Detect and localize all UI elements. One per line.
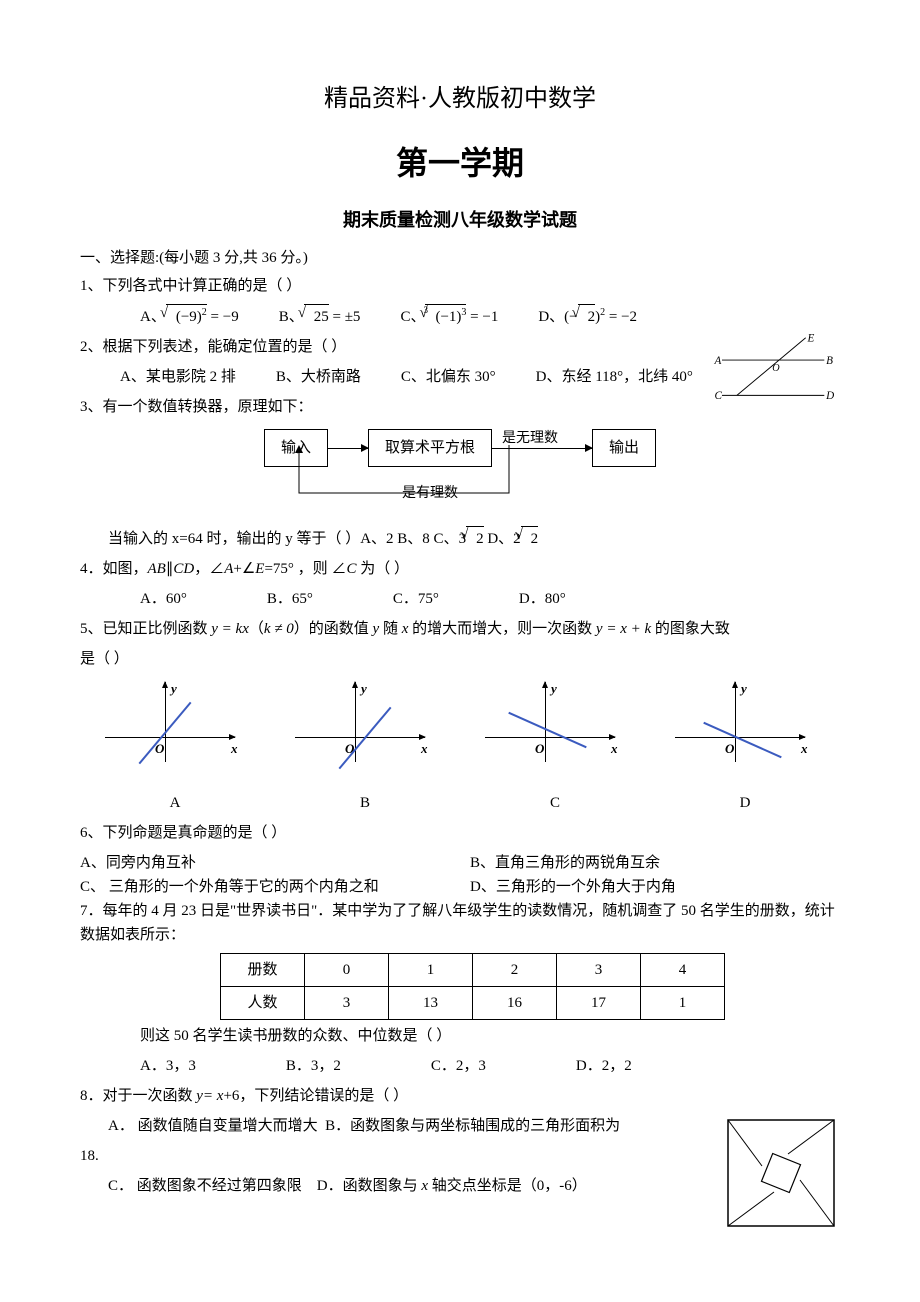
table-row: 人数 3 13 16 17 1 bbox=[221, 986, 725, 1019]
table-row: 册数 0 1 2 3 4 bbox=[221, 953, 725, 986]
q1-options: A、(−9)2 = −9 B、25 = ±5 C、3(−1)3 = −1 D、(… bbox=[80, 304, 840, 329]
q8-A: A． 函数值随自变量增大而增大 bbox=[108, 1118, 318, 1134]
q6-C: C、 三角形的一个外角等于它的两个内角之和 bbox=[80, 875, 470, 899]
q5-stem: 5、已知正比例函数 y = kx（k ≠ 0）的函数值 y 随 x 的增大而增大… bbox=[80, 617, 840, 641]
brand-line: 精品资料·人教版初中数学 bbox=[80, 80, 840, 118]
q6-A: A、同旁内角互补 bbox=[80, 851, 470, 875]
q7-B: B．3，2 bbox=[286, 1054, 341, 1078]
q8-D: D．函数图象与 x 轴交点坐标是（0，-6） bbox=[317, 1178, 587, 1194]
q2-B: B、大桥南路 bbox=[276, 365, 361, 389]
graph-B: yxO bbox=[285, 677, 445, 777]
q4-A: A．60° bbox=[140, 587, 187, 611]
q7-D: D．2，2 bbox=[576, 1054, 632, 1078]
q5-stem2: 是（ ） bbox=[80, 647, 840, 671]
q1-optB: B、25 = ±5 bbox=[279, 304, 361, 329]
q7-A: A．3，3 bbox=[140, 1054, 196, 1078]
q8-B: B．函数图象与两坐标轴围成的三角形面积为 bbox=[325, 1118, 620, 1134]
sub-title: 期末质量检测八年级数学试题 bbox=[80, 206, 840, 235]
q3-tail: 当输入的 x=64 时，输出的 y 等于（ ）A、2 B、8 C、32 D、22 bbox=[80, 526, 840, 551]
svg-text:A: A bbox=[714, 355, 722, 367]
q4-C: C．75° bbox=[393, 587, 439, 611]
cell: 16 bbox=[473, 986, 557, 1019]
q5-lblC: C bbox=[475, 791, 635, 815]
q7-options: A．3，3 B．3，2 C．2，3 D．2，2 bbox=[80, 1054, 840, 1078]
q4-options: A．60° B．65° C．75° D．80° bbox=[80, 587, 840, 611]
q8-stem: 8．对于一次函数 y= x+6，下列结论错误的是（ ） bbox=[80, 1084, 840, 1108]
svg-text:D: D bbox=[825, 390, 834, 402]
q2-C: C、北偏东 30° bbox=[401, 365, 496, 389]
cell: 3 bbox=[557, 953, 641, 986]
q7-C: C．2，3 bbox=[431, 1054, 486, 1078]
svg-text:C: C bbox=[715, 390, 723, 402]
flow-output: 输出 bbox=[592, 429, 656, 467]
q4-D: D．80° bbox=[519, 587, 566, 611]
q4-stem: 4．如图，AB∥CD，∠A+∠E=75° ，则 ∠C 为（ ） bbox=[80, 557, 840, 581]
q6-row2: C、 三角形的一个外角等于它的两个内角之和 D、三角形的一个外角大于内角 bbox=[80, 875, 840, 899]
cell: 13 bbox=[389, 986, 473, 1019]
th-books: 册数 bbox=[221, 953, 305, 986]
graph-D: yxO bbox=[665, 677, 825, 777]
main-title: 第一学期 bbox=[80, 138, 840, 189]
q5-lblB: B bbox=[285, 791, 445, 815]
return-arrow bbox=[279, 445, 539, 503]
graph-A: yxO bbox=[95, 677, 255, 777]
cell: 2 bbox=[473, 953, 557, 986]
q7-tail: 则这 50 名学生读书册数的众数、中位数是（ ） bbox=[80, 1024, 840, 1048]
q5-lblD: D bbox=[665, 791, 825, 815]
q6-row1: A、同旁内角互补 B、直角三角形的两锐角互余 bbox=[80, 851, 840, 875]
q8-C: C． 函数图象不经过第四象限 bbox=[108, 1178, 302, 1194]
q2-A: A、某电影院 2 排 bbox=[120, 365, 236, 389]
q6-D: D、三角形的一个外角大于内角 bbox=[470, 875, 676, 899]
windmill-figure bbox=[726, 1118, 836, 1228]
q5-lblA: A bbox=[95, 791, 255, 815]
cell: 1 bbox=[389, 953, 473, 986]
parallel-lines-figure: A B C D E O bbox=[710, 334, 840, 414]
th-count: 人数 bbox=[221, 986, 305, 1019]
flowchart: 输入 取算术平方根 是无理数 输出 bbox=[200, 429, 720, 467]
cell: 1 bbox=[641, 986, 725, 1019]
q6-stem: 6、下列命题是真命题的是（ ） bbox=[80, 821, 840, 845]
q7-table: 册数 0 1 2 3 4 人数 3 13 16 17 1 bbox=[220, 953, 725, 1020]
section1-header: 一、选择题:(每小题 3 分,共 36 分。) bbox=[80, 246, 840, 270]
cell: 0 bbox=[305, 953, 389, 986]
svg-text:E: E bbox=[807, 334, 815, 344]
q6-B: B、直角三角形的两锐角互余 bbox=[470, 851, 660, 875]
cell: 4 bbox=[641, 953, 725, 986]
cell: 3 bbox=[305, 986, 389, 1019]
q2-D: D、东经 118°，北纬 40° bbox=[536, 365, 693, 389]
q5-graph-labels: A B C D bbox=[80, 791, 840, 815]
q7-stem: 7．每年的 4 月 23 日是"世界读书日"．某中学为了了解八年级学生的读数情况… bbox=[80, 899, 840, 947]
q1-optD: D、(−2)2 = −2 bbox=[538, 304, 637, 329]
svg-text:O: O bbox=[772, 363, 780, 374]
svg-text:B: B bbox=[826, 355, 833, 367]
q5-graphs: yxO yxO yxO yxO bbox=[80, 677, 840, 777]
q1-stem: 1、下列各式中计算正确的是（ ） bbox=[80, 274, 840, 298]
graph-C: yxO bbox=[475, 677, 635, 777]
q1-optC: C、3(−1)3 = −1 bbox=[400, 304, 498, 329]
q1-optA: A、(−9)2 = −9 bbox=[140, 304, 239, 329]
q4-B: B．65° bbox=[267, 587, 313, 611]
cell: 17 bbox=[557, 986, 641, 1019]
